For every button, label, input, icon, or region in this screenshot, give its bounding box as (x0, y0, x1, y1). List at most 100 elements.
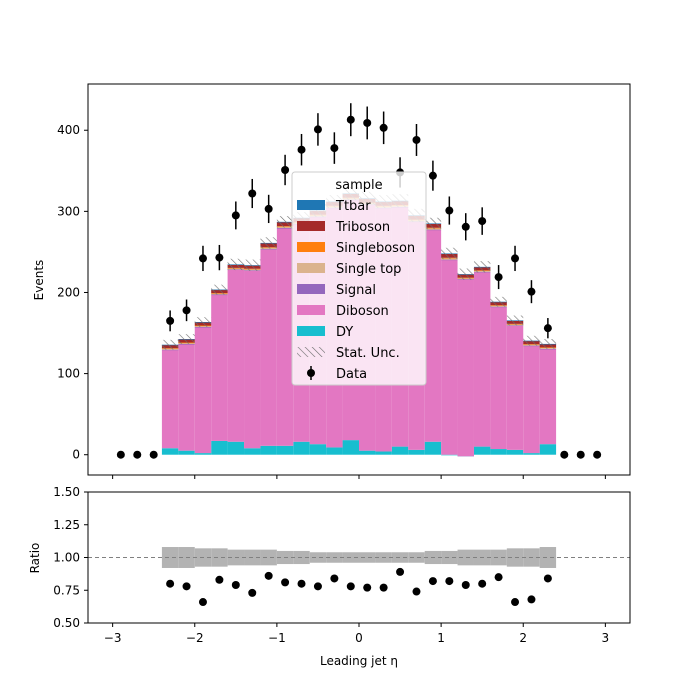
y-tick-label: 200 (57, 285, 80, 299)
y-tick-label: 400 (57, 123, 80, 137)
bar-signal (441, 259, 458, 261)
bar-dy (391, 446, 409, 455)
bar-diboson (473, 272, 491, 447)
data-point (478, 217, 487, 226)
ratio-x-tick-label: −3 (104, 631, 122, 645)
legend-swatch-singleboson (297, 242, 325, 252)
ratio-band-bin (457, 549, 474, 566)
ratio-point (166, 579, 175, 588)
legend-label: Ttbar (335, 199, 371, 214)
bar-dy (539, 444, 557, 455)
legend-swatch-single-top (297, 263, 325, 273)
bar-signal (194, 326, 212, 328)
stat-unc-box (161, 339, 179, 350)
y-tick-label: 300 (57, 204, 80, 218)
ratio-point (313, 582, 322, 591)
legend-label: Single top (336, 262, 401, 277)
y-axis-label-ratio: Ratio (28, 543, 42, 574)
legend-label: Singleboson (336, 241, 415, 256)
ratio-point (330, 574, 339, 583)
bar-dy (490, 449, 507, 455)
legend-label: DY (336, 325, 353, 340)
legend-label: Stat. Unc. (336, 346, 400, 361)
ratio-point (281, 578, 290, 587)
bar-dy (408, 449, 425, 455)
ratio-x-tick-label: −1 (268, 631, 286, 645)
bar-dy (506, 449, 524, 455)
stat-unc-box (194, 317, 212, 327)
data-point (346, 115, 355, 124)
ratio-point (494, 573, 503, 582)
ratio-point (363, 583, 372, 592)
bar-diboson (227, 269, 245, 442)
bar-signal (424, 229, 442, 231)
stat-unc-box (244, 259, 261, 271)
stat-unc-box (227, 258, 245, 271)
legend-items: Ttbar Triboson Singleboson Single top Signal… (297, 199, 415, 382)
stat-unc-box (260, 237, 277, 249)
bar-dy (326, 447, 343, 455)
bar-signal (260, 249, 277, 250)
ratio-points (166, 567, 552, 607)
ratio-point (543, 574, 552, 583)
ratio-x-tick-label: 2 (519, 631, 527, 645)
ratio-point (527, 595, 536, 604)
ratio-point (198, 598, 207, 607)
legend-label: Diboson (336, 304, 389, 319)
bar-diboson (539, 349, 557, 445)
legend-swatch-triboson (297, 221, 325, 231)
ratio-point (379, 583, 388, 592)
data-point (560, 450, 569, 459)
data-point (264, 204, 273, 213)
ratio-point (231, 581, 240, 590)
data-point (363, 118, 372, 127)
ratio-band-bin (260, 549, 277, 566)
legend-swatch-signal (297, 284, 325, 294)
data-point (313, 125, 322, 134)
y-axis-label-events: Events (32, 260, 46, 301)
ratio-point (264, 571, 273, 580)
bar-signal (506, 325, 524, 326)
bar-signal (276, 227, 294, 229)
data-point (149, 450, 158, 459)
bar-signal (161, 349, 179, 351)
ratio-band-bin (211, 548, 228, 567)
bar-dy (375, 451, 392, 455)
ratio-band-bin (359, 552, 376, 563)
bar-diboson (211, 294, 228, 441)
ratio-point (461, 581, 470, 590)
ratio-x-tick-label: −2 (186, 631, 204, 645)
ratio-point (445, 577, 454, 586)
ratio-band-bin (391, 552, 409, 563)
bar-diboson (424, 230, 442, 442)
bar-dy (178, 450, 195, 455)
legend-data-marker (307, 369, 315, 377)
bar-diboson (260, 249, 277, 446)
bar-dy (523, 453, 540, 455)
bar-diboson (178, 344, 195, 451)
ratio-x-tick-label: 1 (437, 631, 445, 645)
ratio-point (346, 582, 355, 591)
data-point (281, 165, 290, 174)
bar-signal (490, 306, 507, 308)
data-point (543, 324, 552, 333)
data-point (412, 135, 421, 144)
ratio-y-tick-label: 0.50 (53, 616, 80, 630)
ratio-point (412, 587, 421, 596)
data-point (527, 287, 536, 296)
main-y-ticks: 0 100 200 300 400 (57, 123, 88, 462)
data-point (297, 145, 306, 154)
bar-dy (194, 453, 212, 455)
stat-unc-box (539, 339, 557, 349)
bar-dy (260, 445, 277, 455)
data-point (215, 253, 224, 262)
ratio-point (248, 588, 257, 597)
data-point (593, 450, 602, 459)
ratio-point (297, 579, 306, 588)
bar-dy (276, 445, 294, 455)
ratio-point (428, 577, 437, 586)
stat-unc-box (441, 247, 458, 260)
bar-diboson (194, 327, 212, 454)
data-point (116, 450, 125, 459)
data-point (198, 254, 207, 263)
